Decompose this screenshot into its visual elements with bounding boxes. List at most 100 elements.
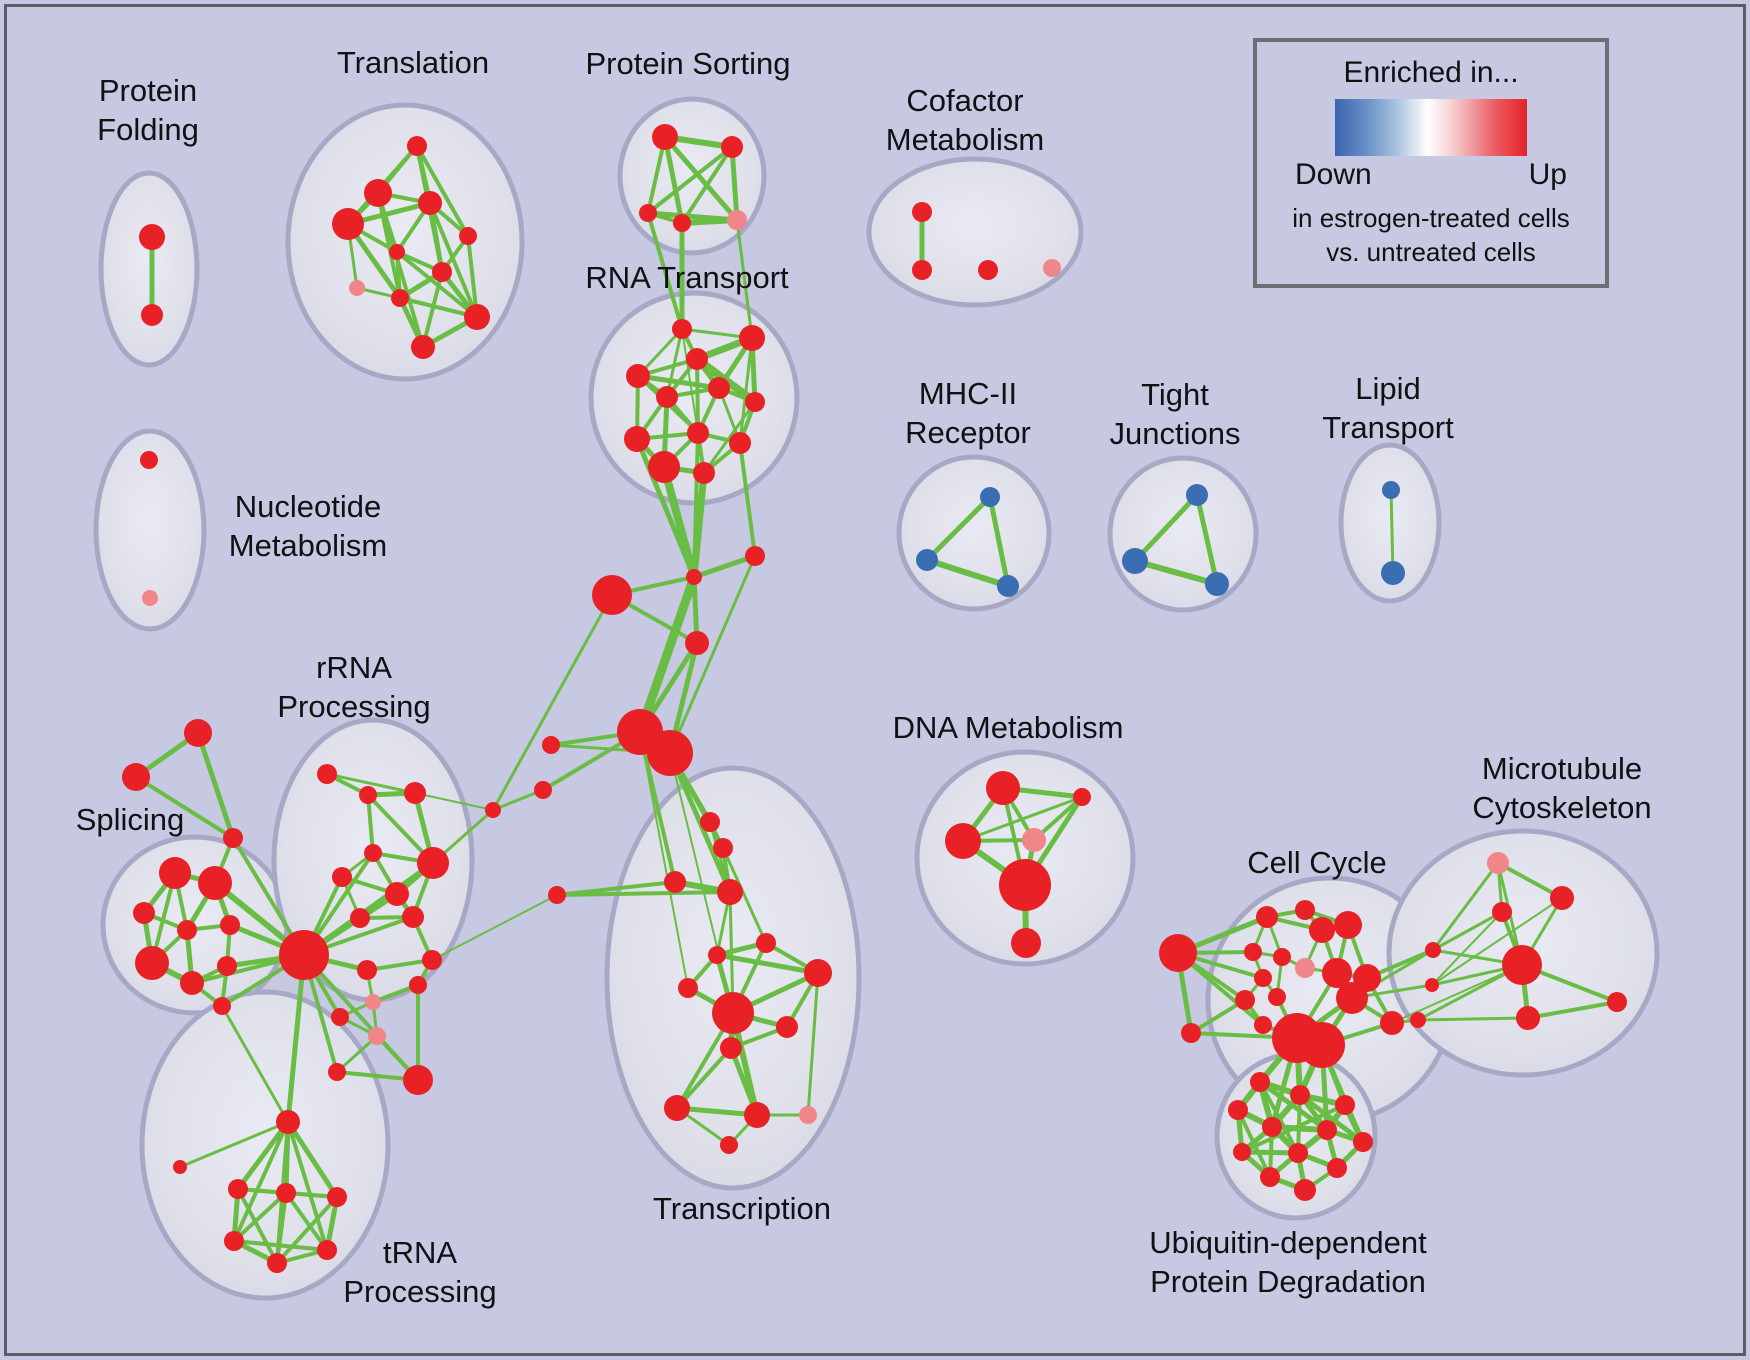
edge xyxy=(220,1004,290,1124)
node-red xyxy=(418,191,442,215)
cluster-mhc-ii-receptor-label: MHC-II Receptor xyxy=(905,376,1031,450)
edge xyxy=(302,953,420,1082)
node-red xyxy=(708,946,726,964)
edge xyxy=(1132,558,1220,587)
node-red xyxy=(712,992,754,1034)
edge xyxy=(421,270,444,349)
cluster-protein-sorting-label: Protein Sorting xyxy=(585,46,790,81)
cluster-mhc-ii-receptor-ellipse xyxy=(896,454,1052,612)
cluster-rna-transport-label: RNA Transport xyxy=(585,260,789,295)
node-red xyxy=(385,882,409,906)
edge xyxy=(178,1120,290,1169)
legend-endpoint-labels: Down Up xyxy=(1295,158,1567,192)
node-red xyxy=(1235,990,1255,1010)
node-red xyxy=(1295,900,1315,920)
node-pink xyxy=(142,590,158,606)
edge xyxy=(660,463,698,581)
node-red xyxy=(317,1240,337,1260)
node-red xyxy=(417,847,449,879)
edge xyxy=(691,553,758,580)
node-red xyxy=(159,857,191,889)
node-red xyxy=(177,920,197,940)
node-red xyxy=(1425,942,1441,958)
node-red xyxy=(678,978,698,998)
node-red xyxy=(1294,1179,1316,1201)
node-red xyxy=(1181,1023,1201,1043)
node-pink xyxy=(727,210,747,230)
node-red xyxy=(332,867,352,887)
node-red xyxy=(1353,1132,1373,1152)
cluster-tight-junctions-label: Tight Junctions xyxy=(1110,377,1241,451)
node-red xyxy=(1254,1016,1272,1034)
edge xyxy=(714,952,821,976)
node-red xyxy=(1250,1072,1270,1092)
node-red xyxy=(173,1160,187,1174)
node-pink xyxy=(1487,852,1509,874)
edge xyxy=(1132,492,1200,564)
cluster-tight-junctions-ellipse xyxy=(1107,455,1259,613)
node-pink xyxy=(1043,259,1061,277)
node-red xyxy=(1607,992,1627,1012)
legend-gradient-bar xyxy=(1335,99,1527,156)
node-red xyxy=(198,866,232,900)
cluster-translation-label: Translation xyxy=(337,45,489,80)
node-red xyxy=(357,960,377,980)
edge xyxy=(286,1120,329,1252)
node-red xyxy=(217,956,237,976)
node-blue xyxy=(1205,572,1229,596)
node-red xyxy=(912,202,932,222)
edge xyxy=(675,1046,733,1110)
edge xyxy=(635,572,699,737)
edge xyxy=(646,211,684,331)
node-red xyxy=(999,859,1051,911)
node-red xyxy=(276,1110,300,1134)
edge xyxy=(692,431,700,579)
legend-title: Enriched in... xyxy=(1343,56,1519,89)
edge xyxy=(702,400,757,475)
node-red xyxy=(391,289,409,307)
node-red xyxy=(745,392,765,412)
edge xyxy=(275,1195,339,1265)
node-red xyxy=(180,971,204,995)
node-red xyxy=(626,364,650,388)
node-red xyxy=(700,812,720,832)
node-red xyxy=(220,915,240,935)
edge xyxy=(195,730,236,841)
node-red xyxy=(1410,1012,1426,1028)
edge xyxy=(721,846,768,945)
node-red xyxy=(228,1179,248,1199)
node-red xyxy=(1073,788,1091,806)
node-red xyxy=(267,1253,287,1273)
node-red xyxy=(317,764,337,784)
node-red xyxy=(459,227,477,245)
node-red xyxy=(1256,906,1278,928)
node-red xyxy=(739,325,765,351)
node-red xyxy=(135,946,169,980)
node-red xyxy=(224,1231,244,1251)
edge xyxy=(1431,910,1504,952)
edge xyxy=(924,557,1011,589)
edge xyxy=(667,750,733,895)
node-red xyxy=(1492,902,1512,922)
edge xyxy=(376,191,425,349)
node-red xyxy=(672,319,692,339)
node-red xyxy=(664,871,686,893)
edge xyxy=(1297,1092,1366,1145)
edge xyxy=(1431,897,1563,986)
node-red xyxy=(639,204,657,222)
cluster-trna-processing-ellipse xyxy=(139,989,391,1301)
edge xyxy=(987,494,1011,589)
edge xyxy=(961,795,1084,843)
node-red xyxy=(1268,988,1286,1006)
node-red xyxy=(389,244,405,260)
node-red xyxy=(656,386,678,408)
edge xyxy=(466,234,479,319)
node-red xyxy=(1309,917,1335,943)
node-red xyxy=(1516,1006,1540,1030)
edge xyxy=(325,772,417,795)
node-red xyxy=(912,260,932,280)
cluster-transcription-label: Transcription xyxy=(653,1191,831,1226)
node-blue xyxy=(980,487,1000,507)
cluster-dna-metabolism-label: DNA Metabolism xyxy=(893,710,1124,745)
edge xyxy=(646,145,734,215)
